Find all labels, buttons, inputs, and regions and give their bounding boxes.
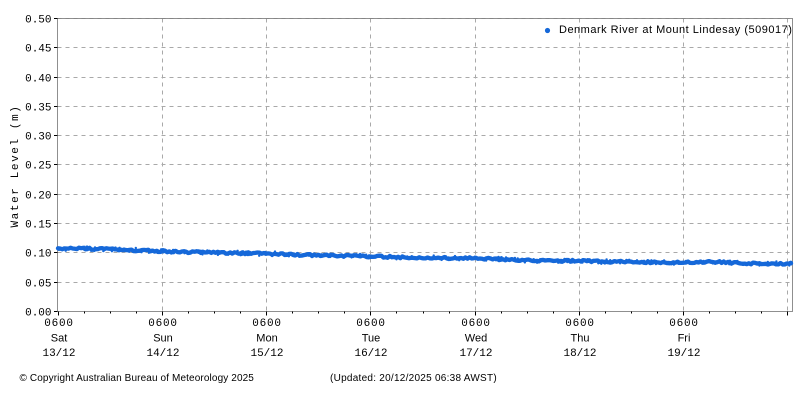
svg-text:0.50: 0.50 (25, 14, 51, 26)
svg-text:0.25: 0.25 (25, 160, 51, 172)
svg-text:0600: 0600 (252, 318, 282, 330)
svg-text:Wed: Wed (465, 332, 487, 344)
svg-text:Mon: Mon (256, 332, 277, 344)
svg-text:Thu: Thu (571, 332, 590, 344)
svg-text:Tue: Tue (362, 332, 381, 344)
svg-text:(Updated: 20/12/2025 06:38 AWS: (Updated: 20/12/2025 06:38 AWST) (330, 373, 497, 384)
svg-text:0.15: 0.15 (25, 219, 51, 231)
svg-text:© Copyright Australian Bureau: © Copyright Australian Bureau of Meteoro… (20, 373, 255, 384)
svg-text:0.20: 0.20 (25, 190, 51, 202)
svg-text:0.45: 0.45 (25, 43, 51, 55)
svg-text:Sun: Sun (153, 332, 173, 344)
svg-text:18/12: 18/12 (563, 348, 596, 360)
svg-text:0.35: 0.35 (25, 102, 51, 114)
svg-text:0600: 0600 (356, 318, 386, 330)
svg-text:0600: 0600 (565, 318, 595, 330)
svg-text:Denmark River at Mount Lindesa: Denmark River at Mount Lindesay (509017) (559, 24, 792, 36)
svg-text:19/12: 19/12 (667, 348, 700, 360)
svg-text:0.30: 0.30 (25, 131, 51, 143)
svg-text:0600: 0600 (669, 318, 699, 330)
svg-text:14/12: 14/12 (146, 348, 179, 360)
svg-text:Sat: Sat (51, 332, 68, 344)
svg-text:0.40: 0.40 (25, 73, 51, 85)
svg-text:17/12: 17/12 (459, 348, 492, 360)
svg-text:16/12: 16/12 (354, 348, 387, 360)
svg-text:Fri: Fri (678, 332, 691, 344)
svg-text:15/12: 15/12 (250, 348, 283, 360)
svg-text:Water Level (m): Water Level (m) (10, 104, 22, 227)
svg-text:13/12: 13/12 (42, 348, 75, 360)
svg-text:0.05: 0.05 (25, 278, 51, 290)
svg-text:0600: 0600 (44, 318, 74, 330)
svg-text:0.00: 0.00 (25, 307, 51, 319)
svg-text:0.10: 0.10 (25, 248, 51, 260)
svg-text:0600: 0600 (148, 318, 178, 330)
svg-text:0600: 0600 (461, 318, 491, 330)
